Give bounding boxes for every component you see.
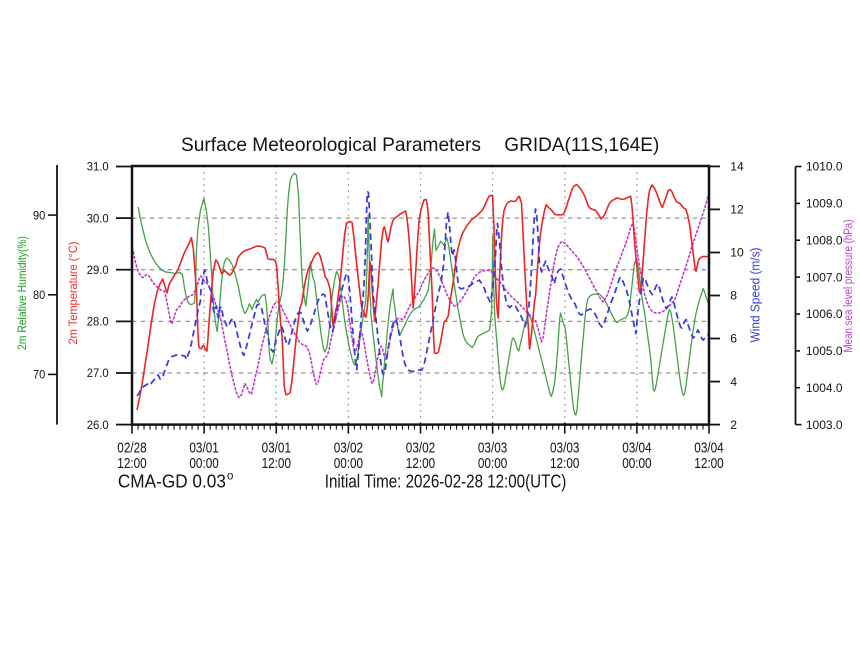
svg-text:4: 4 [730, 375, 737, 389]
svg-text:o: o [227, 471, 233, 483]
svg-text:31.0: 31.0 [87, 160, 109, 174]
svg-text:02/28: 02/28 [117, 439, 146, 456]
svg-text:26.0: 26.0 [87, 418, 109, 432]
svg-text:90: 90 [33, 208, 45, 222]
svg-text:1007.0: 1007.0 [806, 270, 843, 284]
svg-text:30.0: 30.0 [87, 211, 109, 225]
svg-text:12: 12 [730, 203, 744, 217]
svg-text:10: 10 [730, 246, 744, 260]
svg-text:12:00: 12:00 [694, 455, 723, 472]
svg-text:00:00: 00:00 [334, 455, 363, 472]
svg-text:28.0: 28.0 [87, 315, 109, 329]
svg-text:2m Temperature (°C): 2m Temperature (°C) [66, 242, 80, 345]
svg-text:80: 80 [33, 288, 45, 302]
svg-text:12:00: 12:00 [550, 455, 579, 472]
svg-text:2: 2 [730, 418, 737, 432]
svg-text:1004.0: 1004.0 [806, 381, 843, 395]
svg-text:70: 70 [33, 368, 45, 382]
svg-text:1003.0: 1003.0 [806, 418, 843, 432]
svg-text:GRIDA(11S,164E): GRIDA(11S,164E) [504, 134, 659, 156]
svg-text:8: 8 [730, 289, 737, 303]
svg-text:03/02: 03/02 [334, 439, 363, 456]
svg-text:1006.0: 1006.0 [806, 307, 843, 321]
svg-text:1008.0: 1008.0 [806, 233, 843, 247]
svg-text:Wind Speed (m/s): Wind Speed (m/s) [749, 248, 763, 343]
svg-text:1009.0: 1009.0 [806, 197, 843, 211]
svg-text:12:00: 12:00 [406, 455, 435, 472]
svg-text:12:00: 12:00 [262, 455, 291, 472]
svg-text:6: 6 [730, 332, 737, 346]
svg-text:03/01: 03/01 [189, 439, 218, 456]
svg-text:Mean sea level pressure (hPa): Mean sea level pressure (hPa) [843, 219, 855, 352]
svg-text:14: 14 [730, 160, 744, 174]
svg-text:03/04: 03/04 [694, 439, 723, 456]
svg-text:29.0: 29.0 [87, 263, 109, 277]
svg-text:03/03: 03/03 [478, 439, 507, 456]
svg-text:03/01: 03/01 [262, 439, 291, 456]
svg-text:Initial Time: 2026-02-28 12:00: Initial Time: 2026-02-28 12:00(UTC) [325, 470, 567, 491]
svg-text:03/02: 03/02 [406, 439, 435, 456]
svg-text:Surface Meteorological Paramet: Surface Meteorological Parameters [181, 134, 481, 156]
svg-text:27.0: 27.0 [87, 366, 109, 380]
svg-text:CMA-GD 0.03: CMA-GD 0.03 [118, 470, 226, 491]
svg-text:00:00: 00:00 [478, 455, 507, 472]
svg-text:00:00: 00:00 [622, 455, 651, 472]
svg-text:12:00: 12:00 [117, 455, 146, 472]
svg-text:1005.0: 1005.0 [806, 344, 843, 358]
svg-text:2m Relative Humidity(%): 2m Relative Humidity(%) [15, 236, 29, 350]
svg-text:03/03: 03/03 [550, 439, 579, 456]
svg-text:00:00: 00:00 [189, 455, 218, 472]
svg-text:03/04: 03/04 [622, 439, 651, 456]
svg-text:1010.0: 1010.0 [806, 160, 843, 174]
